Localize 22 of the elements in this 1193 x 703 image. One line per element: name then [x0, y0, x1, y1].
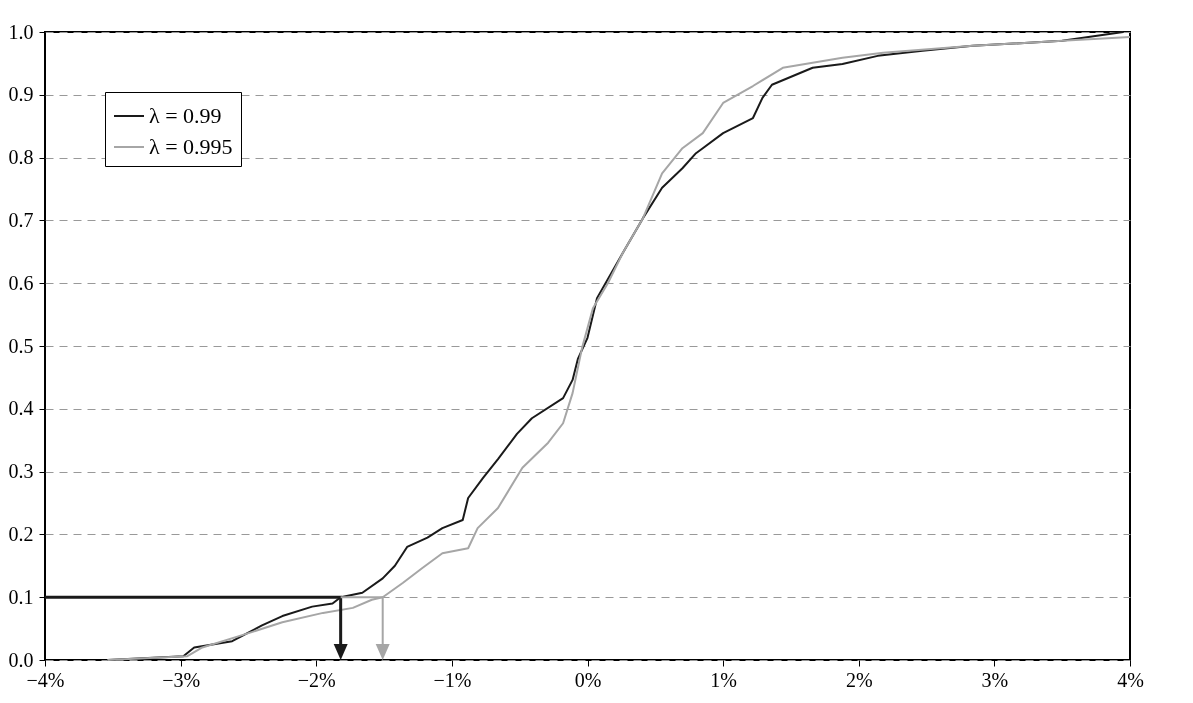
y-tick-label: 0.3 [8, 460, 34, 483]
y-tick-label: 0.6 [8, 271, 34, 294]
y-tick-label: 0.5 [8, 334, 34, 357]
y-tick-label: 0.7 [8, 208, 34, 231]
y-tick-label: 0.1 [8, 585, 34, 608]
x-tick-label: 2% [845, 668, 873, 691]
x-tick-label: −2% [297, 668, 336, 691]
x-tick-label: 3% [981, 668, 1009, 691]
legend-label: λ = 0.995 [149, 134, 233, 159]
x-tick-label: −4% [26, 668, 65, 691]
x-tick-label: −3% [162, 668, 201, 691]
legend-label: λ = 0.99 [149, 103, 222, 128]
x-tick-label: −1% [433, 668, 472, 691]
x-tick-label: 4% [1117, 668, 1144, 691]
y-tick-label: 0.4 [8, 397, 34, 420]
x-tick-label: 1% [710, 668, 737, 691]
x-tick-label: 0% [574, 668, 602, 691]
y-tick-label: 0.8 [8, 146, 34, 169]
y-tick-label: 0.9 [8, 83, 34, 106]
y-tick-label: 0.0 [8, 648, 34, 671]
y-tick-label: 0.2 [8, 522, 34, 545]
y-tick-label: 1.0 [8, 20, 34, 43]
